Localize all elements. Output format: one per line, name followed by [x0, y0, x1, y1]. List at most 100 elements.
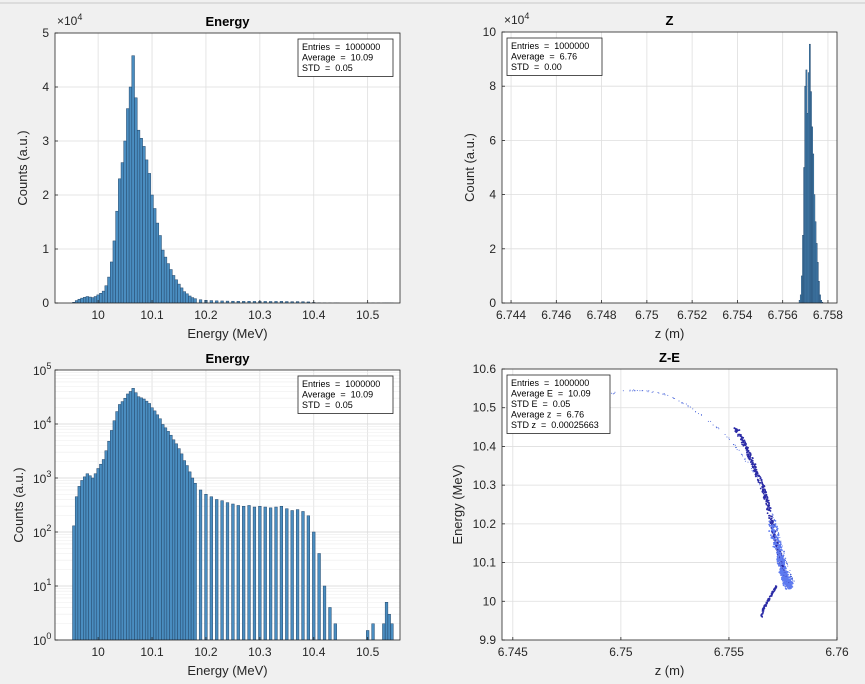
- scatter-point: [784, 583, 787, 586]
- scatter-point: [774, 540, 777, 543]
- scatter-point: [735, 430, 738, 433]
- scatter-point: [762, 492, 765, 495]
- scatter-point: [771, 522, 773, 525]
- scatter-point: [790, 587, 792, 590]
- scatter-point: [662, 393, 664, 395]
- scatter-point: [761, 485, 764, 488]
- x-tick-label: 6.744: [496, 308, 526, 322]
- histogram-bar: [77, 486, 81, 640]
- scatter-point: [761, 481, 764, 484]
- scatter-point: [784, 572, 787, 575]
- scatter-point: [738, 429, 741, 431]
- energy-histogram-log: 10 10.1 10.2 10.3 10.4 10.5100101102103104105…: [11, 351, 401, 678]
- scatter-point: [777, 559, 780, 562]
- histogram-bar: [161, 249, 165, 303]
- axes-frame: [54, 369, 401, 641]
- scatter-point: [793, 580, 795, 582]
- histogram-bar: [174, 443, 178, 640]
- histogram-bar: [147, 173, 151, 303]
- scatter-point: [761, 489, 764, 491]
- scatter-point: [772, 524, 775, 527]
- scatter-point: [726, 436, 728, 438]
- scatter-point: [774, 519, 777, 522]
- scatter-point: [687, 405, 689, 407]
- scatter-point: [622, 390, 624, 392]
- y-tick-label: 10: [483, 25, 497, 39]
- scatter-point: [633, 390, 635, 392]
- data-marks: [798, 43, 824, 303]
- histogram-bar: [139, 397, 143, 640]
- histogram-bar: [91, 477, 95, 640]
- scatter-point: [667, 394, 669, 396]
- histogram-bar: [209, 496, 213, 640]
- histogram-bar: [110, 430, 114, 640]
- x-tick-label: 6.756: [768, 308, 798, 322]
- histogram-bar: [193, 482, 197, 640]
- scatter-point: [791, 585, 794, 588]
- scatter-point: [782, 578, 785, 580]
- x-tick-label: 6.748: [587, 308, 617, 322]
- scatter-point: [749, 453, 752, 456]
- histogram-bar: [91, 297, 95, 303]
- axes-background: [55, 33, 400, 303]
- histogram-bar: [247, 505, 251, 640]
- scatter-point: [742, 436, 744, 439]
- scatter-point: [740, 437, 743, 440]
- scatter-point: [772, 516, 774, 518]
- scatter-point: [776, 562, 779, 565]
- x-tick-label: 10.4: [302, 308, 326, 322]
- scatter-point: [784, 567, 787, 570]
- histogram-bar: [163, 256, 168, 303]
- scatter-point: [747, 457, 750, 459]
- x-tick-label: 10.4: [302, 645, 326, 659]
- histogram-bar: [104, 285, 108, 303]
- chart-title: Energy: [205, 351, 250, 366]
- scatter-point: [743, 439, 746, 442]
- scatter-point: [761, 483, 764, 486]
- y-tick-label: 8: [489, 79, 496, 93]
- scatter-point: [724, 433, 726, 435]
- scatter-point: [712, 424, 714, 426]
- scatter-point: [766, 504, 769, 507]
- scatter-point: [773, 590, 775, 592]
- histogram-bar: [107, 440, 111, 640]
- histogram-bar: [190, 297, 195, 303]
- scatter-point: [777, 544, 780, 547]
- histogram-bar: [123, 397, 127, 640]
- scatter-point: [765, 601, 768, 604]
- histogram-bar: [155, 414, 160, 640]
- y-tick-label: 6: [489, 133, 496, 147]
- y-tick-label: 10: [483, 594, 497, 608]
- scatter-point: [760, 478, 763, 481]
- grid: [502, 31, 837, 304]
- y-tick-label: 10.3: [473, 478, 497, 492]
- x-tick-label: 10: [91, 308, 105, 322]
- scatter-point: [779, 543, 782, 546]
- scatter-point: [770, 536, 773, 539]
- histogram-bar: [317, 553, 321, 640]
- histogram-bar: [101, 459, 106, 640]
- histogram-bar: [126, 393, 130, 640]
- y-tick-label: 0: [489, 296, 496, 310]
- histogram-bar: [161, 424, 165, 640]
- histogram-bar: [142, 398, 146, 640]
- scatter-point: [749, 457, 752, 459]
- scatter-point: [760, 614, 763, 616]
- scatter-point: [781, 569, 784, 571]
- axes-background: [502, 32, 837, 303]
- histogram-bar: [153, 208, 157, 303]
- scatter-point: [782, 559, 785, 562]
- histogram-bar: [123, 140, 127, 303]
- histogram-bar: [88, 296, 92, 303]
- y-axis-label: Counts (a.u.): [15, 130, 30, 205]
- x-tick-label: 10: [91, 645, 105, 659]
- axes-frame: [54, 32, 401, 304]
- scatter-point: [777, 547, 780, 550]
- histogram-bar: [112, 420, 116, 640]
- scatter-point: [678, 400, 680, 402]
- histogram-bar: [301, 511, 305, 640]
- x-tick-label: 10.3: [248, 308, 272, 322]
- y-tick-label: 9.9: [479, 633, 496, 647]
- scatter-point: [770, 515, 772, 518]
- scatter-point: [647, 391, 649, 393]
